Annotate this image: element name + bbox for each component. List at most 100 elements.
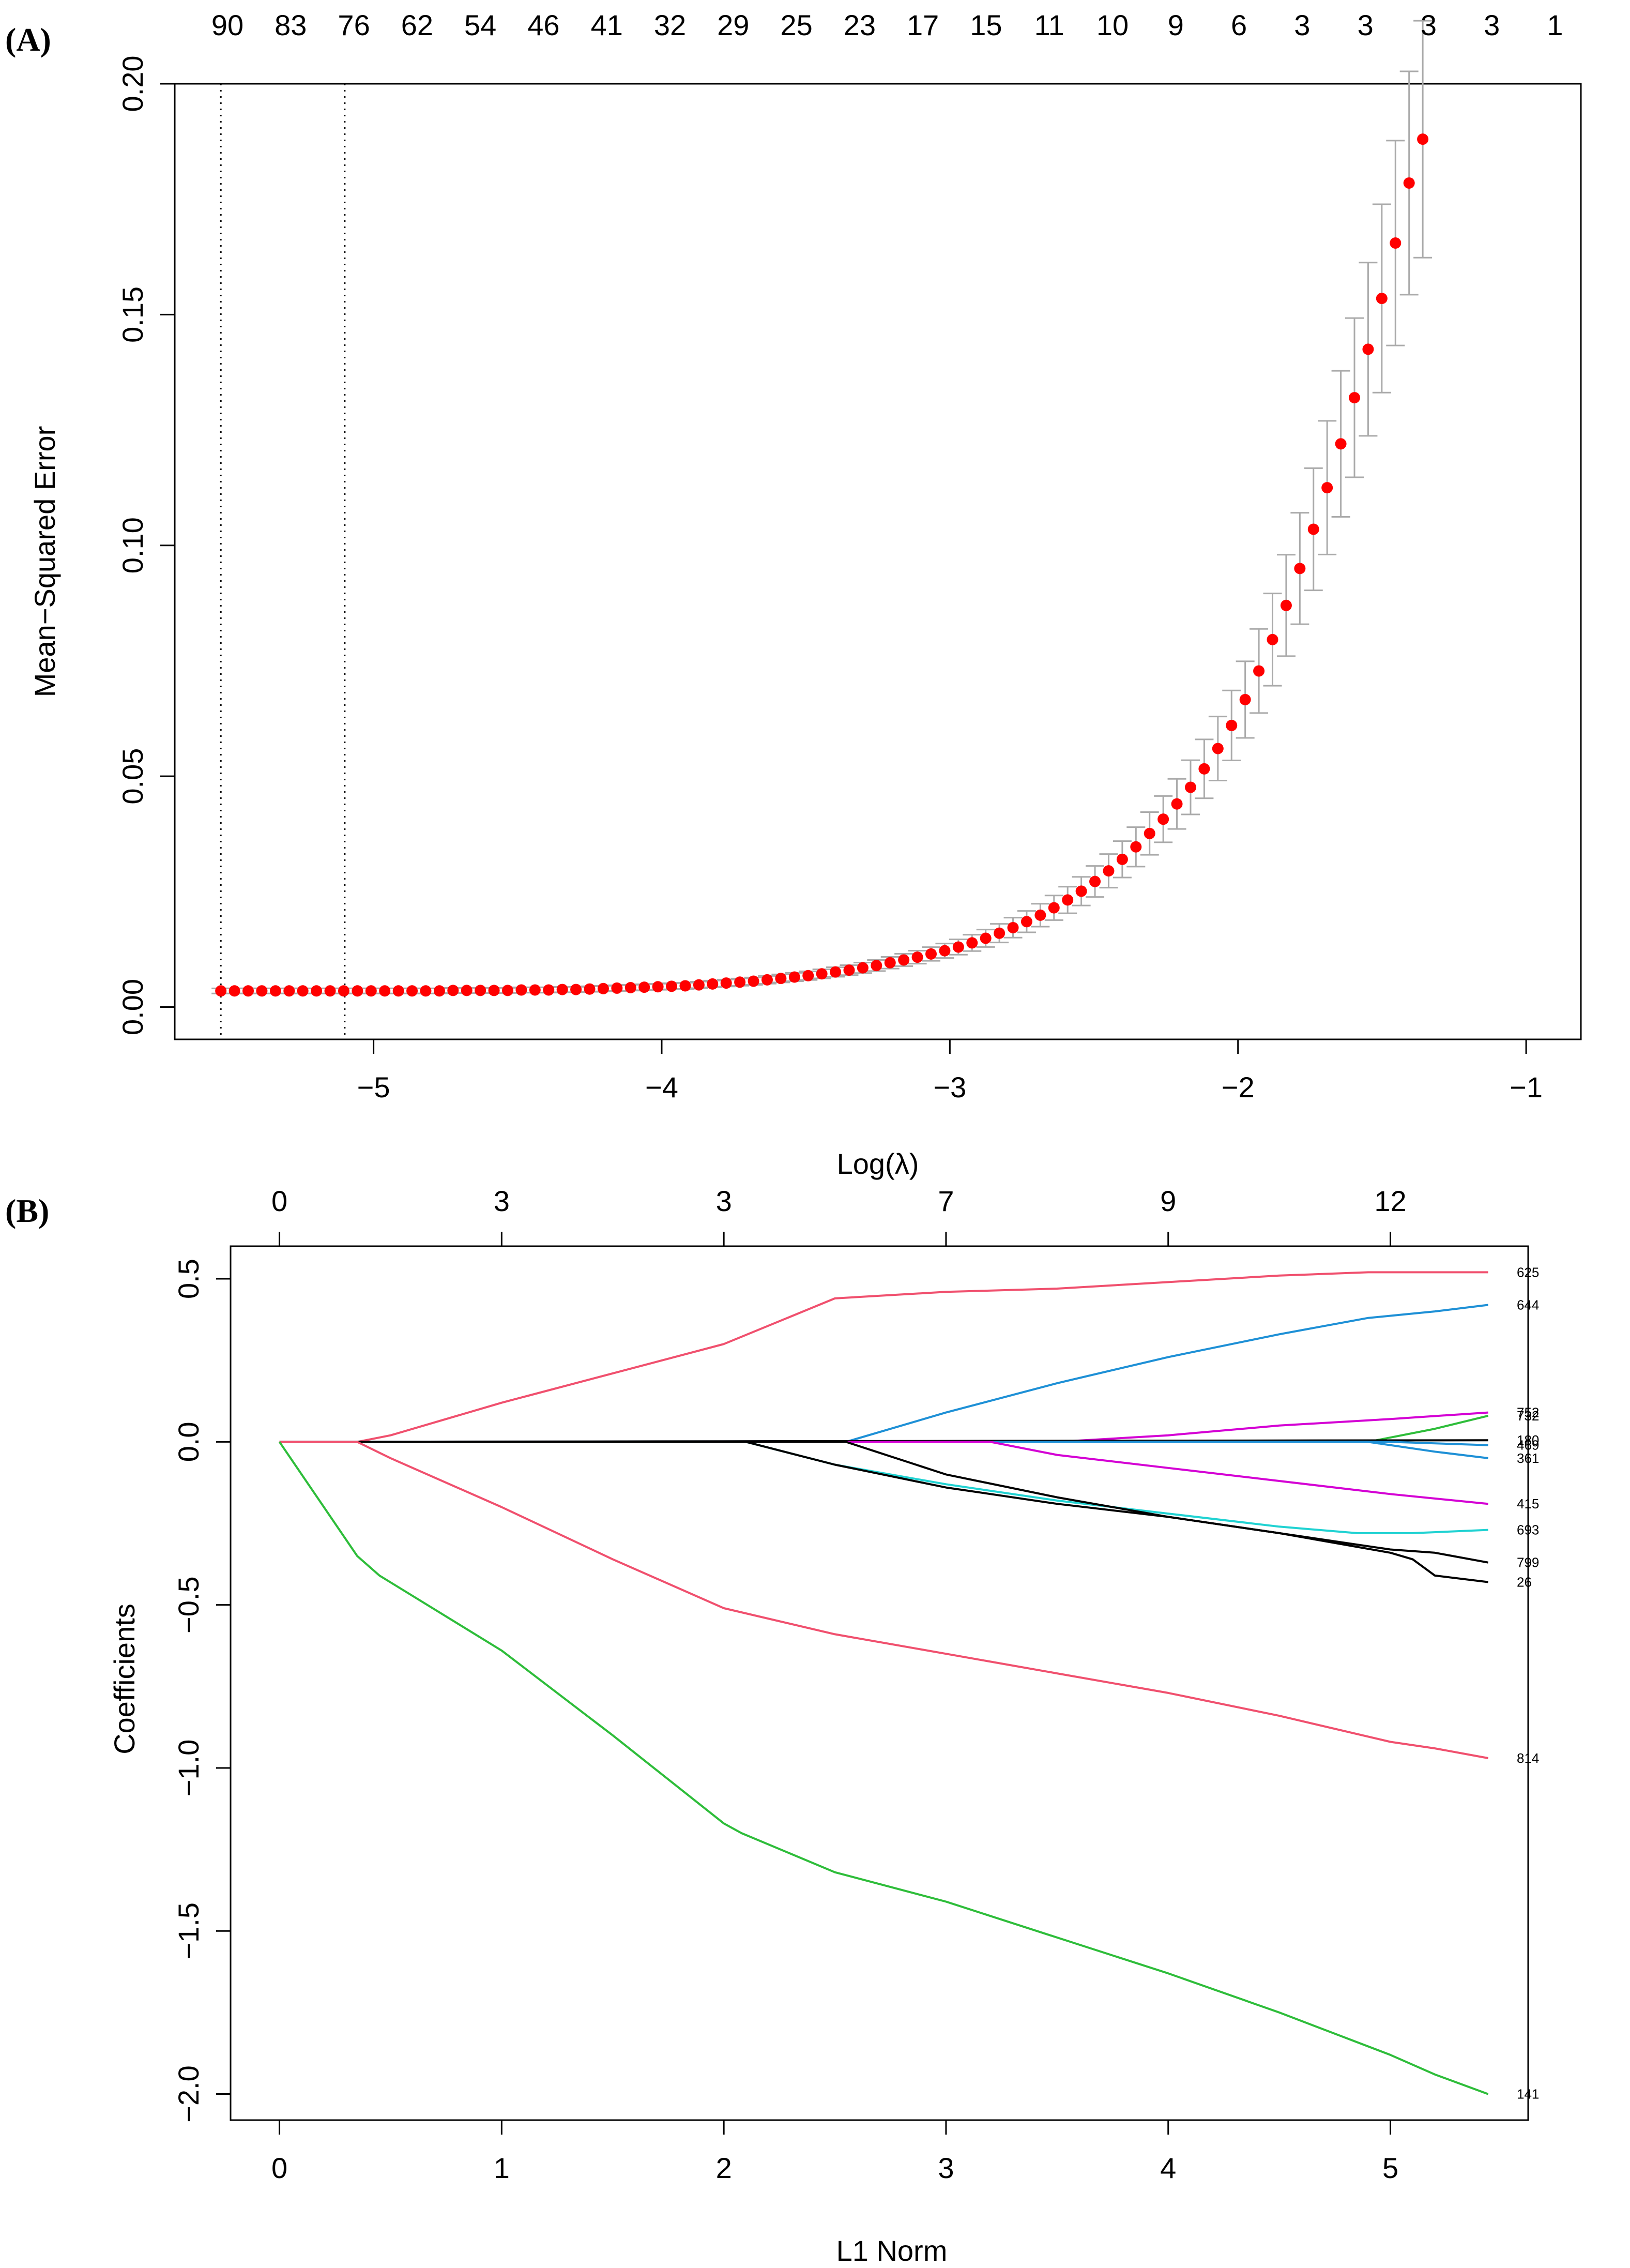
panel-b-y-tick-label: 0.0 — [172, 1422, 205, 1462]
panel-a-mse-point — [952, 941, 964, 953]
panel-a-mse-point — [1417, 133, 1429, 145]
panel-a-top-axis-label: 17 — [907, 9, 939, 41]
panel-a-mse-point — [379, 985, 391, 997]
panel-a-top-axis-label: 3 — [1358, 9, 1374, 41]
panel-b-x-axis: 0 1 2 3 4 5 — [271, 2119, 1398, 2184]
panel-a-mse-point — [1294, 563, 1306, 574]
panel-a-mse-point — [283, 985, 295, 997]
panel-b-line-label-361: 361 — [1517, 1450, 1539, 1466]
panel-b-line-label-732: 732 — [1517, 1408, 1539, 1424]
panel-a-mse-point — [611, 982, 623, 994]
panel-a-mse-point — [830, 966, 842, 978]
panel-a-mse-point — [1144, 827, 1155, 839]
panel-a-top-axis-label: 76 — [338, 9, 370, 41]
panel-a-mse-point — [1349, 392, 1361, 404]
panel-b-line-141 — [278, 1441, 1489, 2095]
panel-b-plot-box — [230, 1245, 1529, 2121]
panel-a-mse-point — [433, 985, 445, 997]
panel-a-mse-point — [939, 945, 951, 957]
panel-a-mse-point — [1198, 763, 1210, 775]
panel-b-line-26 — [279, 1441, 1488, 1583]
panel-a-mse-point — [1362, 343, 1374, 355]
panel-a-mse-point — [1048, 902, 1060, 914]
panel-a-mse-point — [392, 985, 404, 997]
panel-a-mse-point — [1116, 853, 1128, 865]
panel-a-x-tick-label: −1 — [1510, 1071, 1543, 1103]
panel-a-mse-point — [693, 979, 705, 991]
panel-a-letter: (A) — [5, 21, 51, 58]
panel-a-mse-point — [624, 982, 636, 994]
panel-a-mse-point — [1267, 633, 1278, 645]
panel-a-mse-point — [597, 982, 609, 994]
panel-b-top-tick-label: 0 — [271, 1185, 287, 1217]
panel-a-mse-point — [488, 985, 500, 996]
panel-a-mse-point — [475, 985, 486, 996]
panel-a-mse-point — [529, 984, 541, 996]
panel-b-top-tick-label: 12 — [1374, 1185, 1406, 1217]
panel-a-mse-point — [911, 951, 923, 963]
panel-a-mse-point — [311, 985, 323, 997]
panel-a-top-axis-label: 9 — [1168, 9, 1184, 41]
panel-a-mse-point — [338, 985, 349, 997]
panel-b-line-814 — [279, 1441, 1488, 1759]
panel-b-top-axis: 0 3 3 7 9 12 — [271, 1185, 1407, 1247]
panel-b-line-label-799: 799 — [1517, 1555, 1539, 1570]
panel-a-vlines — [220, 84, 346, 1039]
panel-a-y-axis: 0.00 0.05 0.10 0.15 0.20 — [116, 56, 176, 1035]
panel-a-top-axis-label: 6 — [1231, 9, 1247, 41]
panel-a-mse-point — [1403, 177, 1415, 189]
panel-b-line-label-752: 752 — [1517, 1405, 1539, 1420]
panel-a-mse-point — [1062, 894, 1074, 906]
panel-a-y-tick-label: 0.05 — [116, 748, 149, 805]
panel-a-top-axis-label: 90 — [211, 9, 243, 41]
panel-a-mse-point — [570, 984, 582, 995]
panel-a-mse-point — [884, 957, 896, 969]
panel-a-mse-point — [666, 980, 678, 992]
panel-b-line-label-141: 141 — [1517, 2086, 1539, 2102]
panel-a-top-axis-label: 83 — [275, 9, 307, 41]
panel-b-line-799 — [279, 1441, 1488, 1564]
panel-a-mse-point — [501, 985, 513, 996]
panel-a-mse-point — [297, 985, 309, 997]
panel-b-line-label-415: 415 — [1517, 1496, 1539, 1511]
panel-a-x-tick-label: −4 — [645, 1071, 678, 1103]
panel-b-line-752 — [279, 1411, 1488, 1443]
panel-b-y-tick-label: −1.0 — [172, 1740, 205, 1797]
panel-b-line-label-814: 814 — [1517, 1750, 1539, 1766]
panel-a-mse-point — [324, 985, 336, 997]
panel-a-cv-plot: −5 −4 −3 −2 −1 0.000.050.100.150.20 90 83 76 62… — [28, 9, 1582, 1180]
panel-a-top-axis-label: 23 — [844, 9, 876, 41]
panel-a-mse-point — [556, 984, 568, 995]
panel-a-y-tick-label: 0.15 — [116, 286, 149, 343]
panel-b-x-tick-label: 1 — [494, 2152, 510, 2184]
panel-a-error-bars — [211, 20, 1433, 994]
panel-a-mse-point — [843, 964, 855, 976]
panel-b-y-tick-label: −1.5 — [172, 1902, 205, 1960]
panel-a-mse-point — [215, 985, 227, 997]
panel-a-mse-point — [420, 985, 432, 997]
panel-b-line-732 — [279, 1414, 1489, 1443]
panel-a-mse-point — [898, 954, 910, 966]
panel-b-x-tick-label: 0 — [271, 2152, 287, 2184]
panel-a-mse-point — [1390, 237, 1402, 249]
panel-a-mse-point — [734, 976, 746, 988]
panel-a-top-axis-label: 25 — [780, 9, 812, 41]
panel-a-mse-point — [638, 981, 650, 993]
panel-b-x-tick-label: 4 — [1160, 2152, 1176, 2184]
panel-a-mse-point — [228, 985, 240, 997]
panel-a-top-axis: 90 83 76 62 54 46 41 32 29 25 23 17 15 11 10 9 6 3 3 3 3 1 — [211, 9, 1563, 41]
panel-a-mse-point — [1007, 921, 1019, 933]
panel-a-top-axis-label: 62 — [401, 9, 433, 41]
panel-a-x-tick-label: −3 — [933, 1071, 966, 1103]
panel-a-top-axis-label: 41 — [591, 9, 623, 41]
panel-b-letter: (B) — [5, 1192, 50, 1229]
panel-a-mse-point — [515, 984, 527, 996]
panel-a-plot-box — [174, 83, 1582, 1040]
panel-a-mse-point — [761, 974, 773, 986]
panel-a-mse-point — [775, 973, 787, 985]
panel-a-mse-point — [461, 985, 473, 996]
panel-a-top-axis-label: 1 — [1547, 9, 1563, 41]
panel-a-top-axis-label: 29 — [717, 9, 749, 41]
